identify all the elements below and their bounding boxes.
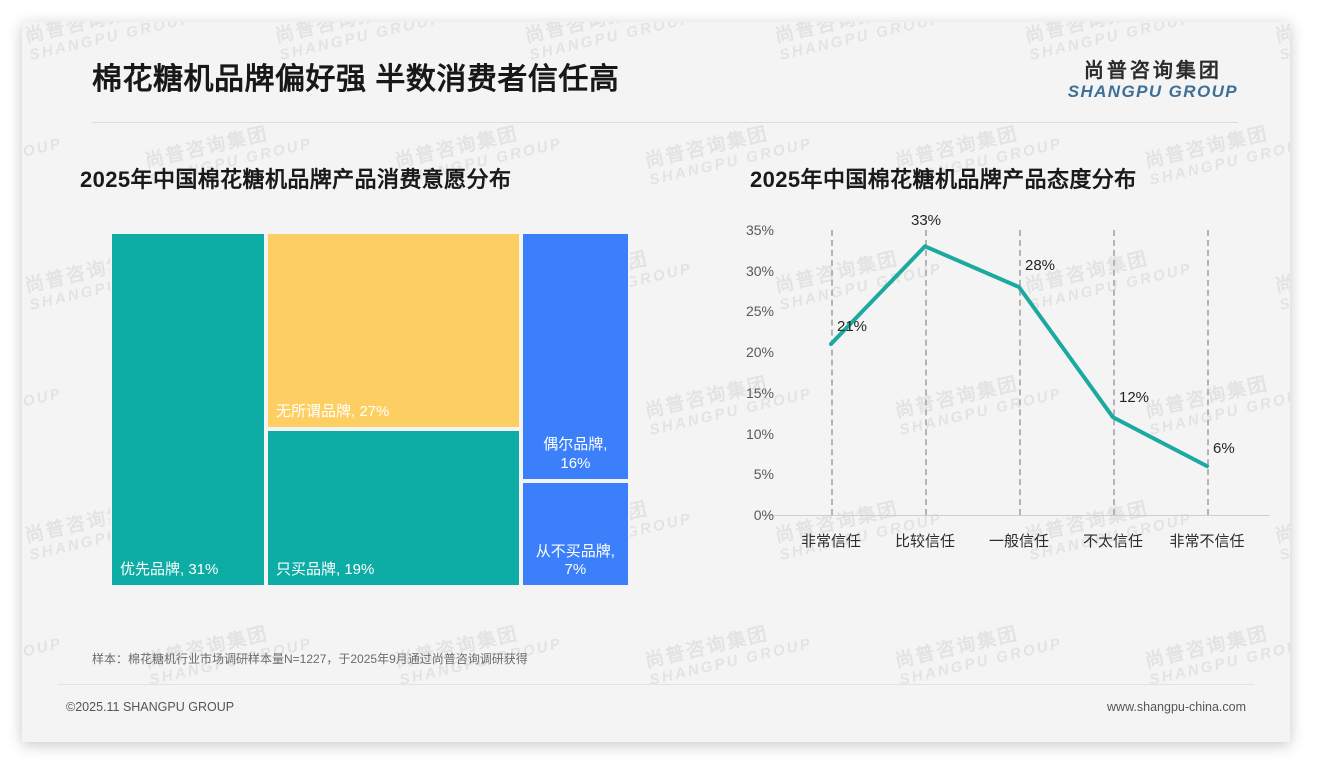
data-point-label: 6% — [1213, 440, 1235, 458]
line-chart: 0% 5% 10% 15% 20% 25% 30% 35% 非常信任 比较信任 一般信任 不太信任 非常… — [722, 212, 1282, 579]
x-axis-line — [764, 515, 1270, 516]
treemap-cell[interactable]: 偶尔品牌, 16% — [520, 232, 630, 481]
linechart-title: 2025年中国棉花糖机品牌产品态度分布 — [750, 167, 1137, 192]
data-point-label: 28% — [1025, 257, 1056, 274]
y-axis-tick-label: 5% — [753, 466, 774, 483]
y-axis-tick-label: 0% — [753, 507, 774, 523]
x-axis-tick-label: 不太信任 — [1082, 533, 1144, 550]
header-divider — [92, 122, 1238, 123]
sample-footnote: 样本：棉花糖机行业市场调研样本量N=1227，于2025年9月通过尚普咨询调研获… — [92, 652, 528, 666]
treemap-panel: 2025年中国棉花糖机品牌产品消费意愿分布 优先品牌, 31% 无所谓品牌, 27… — [80, 162, 680, 587]
treemap-cell-label: 无所谓品牌, 27% — [276, 403, 390, 421]
treemap-cell[interactable]: 优先品牌, 31% — [110, 232, 266, 587]
y-axis-tick-label: 10% — [745, 425, 774, 442]
treemap-cell-label: 从不买品牌, 7% — [535, 542, 615, 579]
company-logo: 尚普咨询集团 SHANGPU GROUP — [1068, 60, 1238, 102]
treemap-cell-label: 只买品牌, 19% — [276, 561, 375, 579]
data-point-label: 12% — [1119, 389, 1150, 407]
treemap-cell[interactable]: 从不买品牌, 7% — [520, 480, 630, 587]
x-axis-tick-label: 非常信任 — [800, 533, 862, 550]
treemap-title: 2025年中国棉花糖机品牌产品消费意愿分布 — [80, 167, 512, 192]
logo-text-cn: 尚普咨询集团 — [1083, 60, 1222, 82]
vertical-gridline — [831, 230, 833, 515]
line-series — [829, 244, 1209, 469]
data-point-label: 21% — [837, 318, 868, 335]
footer-website[interactable]: www.shangpu-china.com — [1107, 700, 1246, 714]
slide-page: 尚普咨询集团 SHANGPU GROUP 尚普咨询集团 SHANGPU GROUP 尚普… — [22, 22, 1290, 742]
treemap-cell[interactable]: 只买品牌, 19% — [266, 429, 521, 587]
treemap-cell-label: 偶尔品牌, 16% — [543, 436, 608, 472]
y-axis-tick-label: 35% — [745, 222, 774, 238]
footer-copyright: ©2025.11 SHANGPU GROUP — [66, 700, 235, 714]
footer-divider — [58, 684, 1254, 685]
vertical-gridline — [1019, 230, 1021, 515]
linechart-panel: 2025年中国棉花糖机品牌产品态度分布 0% 5% 10% 15% 20% 25% 30% 3… — [722, 162, 1282, 579]
x-axis-tick-label: 非常不信任 — [1169, 533, 1245, 550]
logo-text-en: SHANGPU GROUP — [1067, 82, 1238, 101]
x-axis-tick-label: 比较信任 — [894, 533, 956, 550]
y-axis-tick-label: 25% — [745, 303, 774, 320]
y-axis-tick-label: 15% — [745, 384, 774, 401]
treemap-cell-label: 优先品牌, 31% — [120, 561, 219, 579]
treemap-cell[interactable]: 无所谓品牌, 27% — [266, 232, 521, 430]
treemap-chart: 优先品牌, 31% 无所谓品牌, 27% 只买品牌, 19% 偶尔品牌, 16% 从不买… — [110, 232, 630, 587]
slide-header: 棉花糖机品牌偏好强 半数消费者信任高 尚普咨询集团 SHANGPU GROUP — [22, 22, 1290, 122]
line-plot-area: 0% 5% 10% 15% 20% 25% 30% 35% 非常信任 比较信任 一般信任 不太信任 非常… — [746, 212, 1270, 550]
vertical-gridline — [925, 230, 927, 515]
vertical-gridline — [1207, 230, 1209, 515]
vertical-gridline — [1113, 230, 1115, 515]
page-title: 棉花糖机品牌偏好强 半数消费者信任高 — [92, 63, 620, 96]
y-axis-tick-label: 20% — [745, 344, 774, 361]
data-point-label: 33% — [911, 212, 942, 230]
x-axis-tick-label: 一般信任 — [988, 533, 1050, 550]
y-axis-tick-label: 30% — [745, 262, 774, 279]
